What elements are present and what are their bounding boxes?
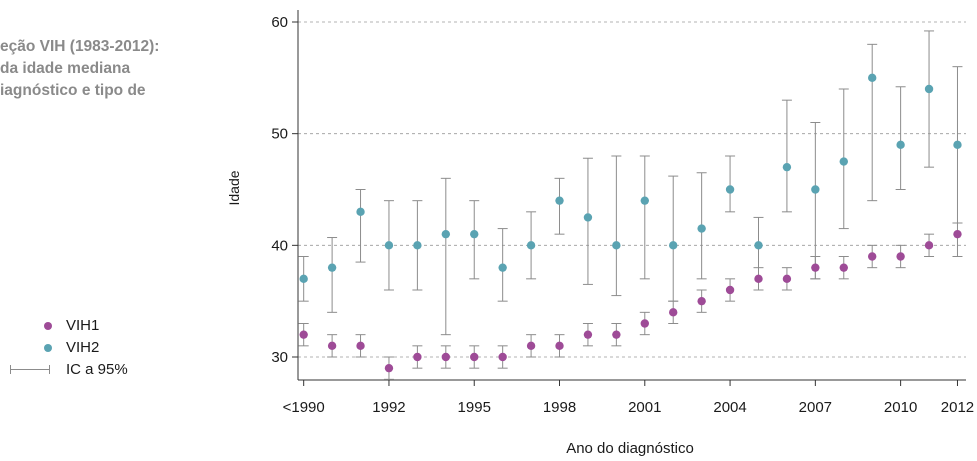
x-tick-label-2007: 2007 xyxy=(799,399,832,416)
y-tick-label-60: 60 xyxy=(271,14,288,31)
point-vih2-2001 xyxy=(640,196,649,205)
point-vih2-1996 xyxy=(498,263,507,272)
point-vih2-2012 xyxy=(953,140,962,150)
y-tick-label-30: 30 xyxy=(271,349,288,366)
point-vih2-2006 xyxy=(782,162,792,172)
error-bar-vih2-1998 xyxy=(554,177,565,235)
data-points xyxy=(299,73,962,373)
error-bar-vih2-2000 xyxy=(611,155,622,297)
error-bar-vih2-2011 xyxy=(924,30,935,168)
x-tick-label-2012: 2012 xyxy=(941,399,974,416)
point-vih1-1999 xyxy=(583,330,593,339)
point-vih2-1994 xyxy=(441,229,451,239)
error-bar-vih2-2004 xyxy=(725,155,736,213)
point-vih1-1998 xyxy=(555,341,564,351)
side-title-line-1: eção VIH (1983-2012): xyxy=(0,38,160,55)
point-vih2-1997 xyxy=(526,241,536,250)
point-vih2-1995 xyxy=(470,229,479,239)
point-vih1-1990 xyxy=(327,341,337,351)
point-vih2-2004 xyxy=(725,185,735,194)
error-bar-vih2-2002 xyxy=(668,175,679,302)
error-bars xyxy=(298,30,963,380)
x-tick-label-1995: 1995 xyxy=(458,399,491,416)
point-vih1-2010 xyxy=(896,252,905,261)
legend-marker-ci xyxy=(10,365,50,374)
point-vih2-1993 xyxy=(413,241,422,250)
point-vih2-1999 xyxy=(583,213,593,222)
point-vih2-1991 xyxy=(356,207,365,217)
x-tick-label-2001: 2001 xyxy=(628,399,661,416)
error-bar-vih2-1991 xyxy=(355,189,366,263)
x-tick-label-1992: 1992 xyxy=(372,399,405,416)
error-bar-vih2-2007 xyxy=(810,122,821,280)
point-vih1-1992 xyxy=(384,363,394,373)
point-vih2-2010 xyxy=(896,140,905,150)
point-vih1-1993 xyxy=(413,352,422,362)
point-vih1-2003 xyxy=(697,296,706,306)
point-vih1-1997 xyxy=(526,341,536,351)
point-vih1-2009 xyxy=(867,252,877,261)
point-vih2-2008 xyxy=(839,157,848,166)
grid-lines xyxy=(298,21,966,358)
point-vih1-2006 xyxy=(782,274,792,284)
side-title-line-3: iagnóstico e tipo de xyxy=(0,82,146,99)
y-axis-label: Idade xyxy=(226,170,242,205)
x-tick-label-2004: 2004 xyxy=(713,399,746,416)
point-vih1-2004 xyxy=(725,285,735,295)
y-tick-label-40: 40 xyxy=(271,237,288,254)
point-vih1-1989 xyxy=(299,330,308,339)
y-tick-label-50: 50 xyxy=(271,126,288,143)
error-bar-vih2-2006 xyxy=(781,99,792,213)
point-vih1-2011 xyxy=(924,241,934,250)
point-vih1-2008 xyxy=(839,263,848,272)
point-vih2-2002 xyxy=(669,241,678,250)
point-vih1-2007 xyxy=(811,263,820,272)
x-axis-label: Ano do diagnóstico xyxy=(566,440,694,457)
side-title-line-2: da idade mediana xyxy=(0,60,131,77)
x-tick-label-1989: <1990 xyxy=(283,399,325,416)
legend-label-ci: IC a 95% xyxy=(66,361,128,378)
point-vih1-1995 xyxy=(470,352,479,362)
error-bar-vih2-2009 xyxy=(867,43,878,202)
point-vih1-1996 xyxy=(498,352,507,362)
point-vih2-2003 xyxy=(697,224,706,233)
legend-label-vih2: VIH2 xyxy=(66,339,100,356)
point-vih1-2005 xyxy=(754,274,763,284)
point-vih1-1994 xyxy=(441,352,451,362)
point-vih1-2012 xyxy=(953,229,962,239)
point-vih1-2000 xyxy=(612,330,621,339)
legend-marker-vih2 xyxy=(44,344,52,352)
point-vih1-2002 xyxy=(669,308,678,317)
error-bar-vih2-1995 xyxy=(469,200,480,280)
point-vih2-2007 xyxy=(811,185,820,194)
point-vih1-1991 xyxy=(356,341,365,351)
error-bar-vih1-2012 xyxy=(952,222,963,257)
axes: 30 40 50 60 <1990 1992 1995 1998 2001 2004 2007 201… xyxy=(271,10,974,416)
point-vih2-2005 xyxy=(754,241,763,250)
point-vih1-2001 xyxy=(640,319,649,328)
error-bar-vih2-2010 xyxy=(895,86,906,190)
error-bar-vih2-1990 xyxy=(327,237,338,313)
point-vih2-2009 xyxy=(867,73,877,83)
point-vih2-1992 xyxy=(384,241,394,250)
point-vih2-1998 xyxy=(555,196,564,205)
error-bar-vih2-1994 xyxy=(440,177,451,336)
point-vih2-2011 xyxy=(924,84,934,94)
legend-marker-vih1 xyxy=(44,322,52,330)
side-title: eção VIH (1983-2012): da idade mediana i… xyxy=(0,36,240,102)
x-tick-label-1998: 1998 xyxy=(543,399,576,416)
x-tick-label-2010: 2010 xyxy=(884,399,917,416)
legend-label-vih1: VIH1 xyxy=(66,317,100,334)
error-bar-vih2-2001 xyxy=(639,155,650,280)
point-vih2-1989 xyxy=(299,274,308,284)
point-vih2-1990 xyxy=(327,263,337,272)
point-vih2-2000 xyxy=(612,241,621,250)
